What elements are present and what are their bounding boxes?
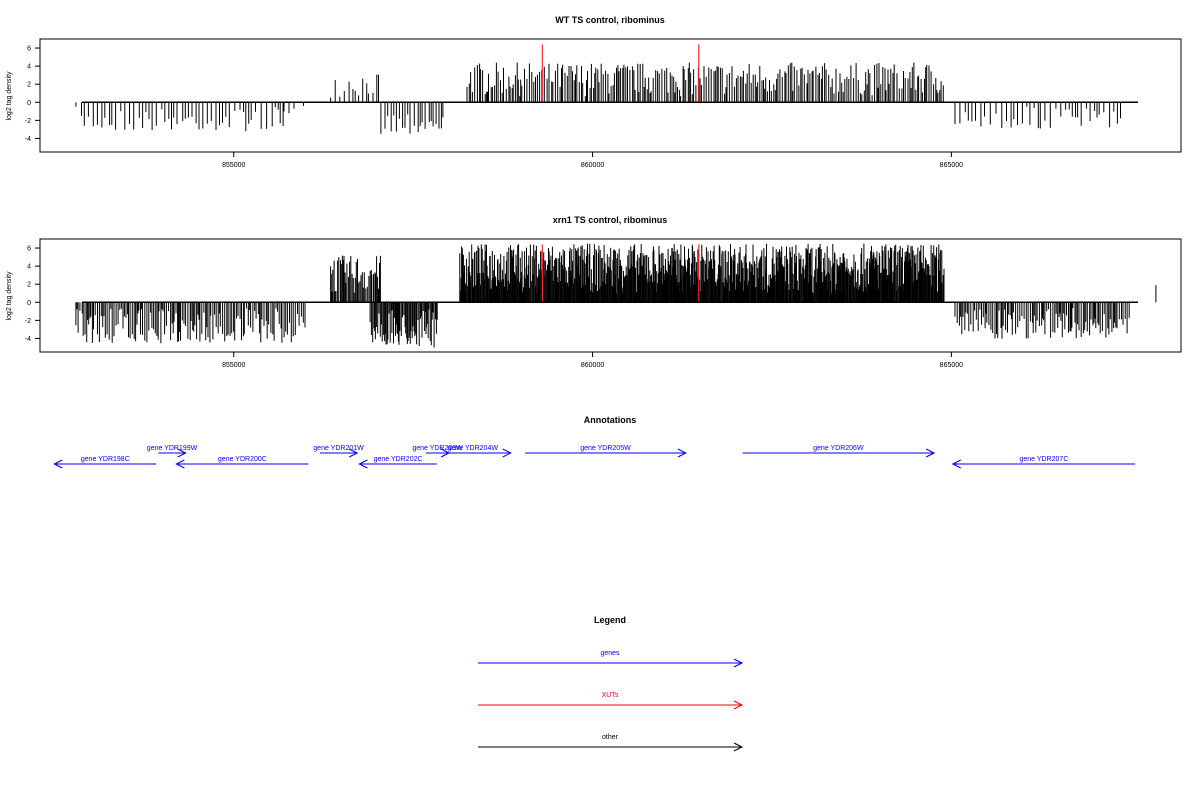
gene-label: gene YDR204W [447,445,498,452]
gene-label: gene YDR206W [813,445,864,452]
annotations-title: Annotations [584,415,637,425]
plot-frame [39,238,1182,353]
x-tick-label: 855000 [222,162,245,169]
legend-items: genes XUTs other [478,650,744,752]
y-axis-label: log2 tag density [6,271,13,321]
legend-item: genes [478,650,744,668]
gene-label: gene YDR199W [147,445,198,452]
y-axis: 6 4 2 0 -2 -4 [25,246,40,343]
legend-label: XUTs [602,692,619,699]
legend-arrow-head [733,742,744,752]
x-tick-label: 865000 [940,162,963,169]
gene-arrow-head [677,448,687,458]
y-tick-label: -4 [25,136,31,143]
y-tick-label: 2 [27,282,31,289]
highlight-bars [541,44,700,103]
gene-arrow-head [358,459,368,469]
y-tick-label: 6 [27,246,31,253]
gene-arrow-head [348,448,359,458]
y-tick-label: -4 [25,336,31,343]
gene-arrow-head [502,448,512,458]
gene-arrow: gene YDR200C [175,456,309,469]
gene-label: gene YDR205W [580,445,631,452]
legend: Legend genes XUTs other [478,615,744,752]
gene-arrow: gene YDR201W [313,445,364,458]
panel-title: WT TS control, ribominus [555,15,665,25]
legend-title: Legend [594,615,626,625]
y-tick-label: 0 [27,100,31,107]
legend-arrow-head [733,658,744,668]
y-tick-label: 6 [27,46,31,53]
plot-frame [39,38,1182,153]
gene-arrow-head [925,448,936,458]
gene-label: gene YDR200C [218,456,267,463]
gene-arrows: gene YDR198C gene YDR199W gene YDR200C gene… [53,445,1136,469]
x-axis: 855000 860000 865000 [222,352,963,369]
gene-arrow-head [951,459,962,469]
highlight-bars [541,244,700,303]
x-tick-label: 855000 [222,362,245,369]
y-axis-label: log2 tag density [6,71,13,121]
legend-item: XUTs [478,692,744,710]
gene-arrow: gene YDR205W [525,445,687,458]
density-bars [75,62,1121,134]
legend-item: other [478,734,744,752]
y-axis: 6 4 2 0 -2 -4 [25,46,40,143]
wt-density-panel: WT TS control, ribominus log2 tag densit… [6,15,1182,169]
y-tick-label: -2 [25,318,31,325]
x-axis: 855000 860000 865000 [222,152,963,169]
x-tick-label: 865000 [940,362,963,369]
legend-arrow-head [733,700,744,710]
y-tick-label: 4 [27,264,31,271]
gene-arrow-head [177,448,187,458]
gene-label: gene YDR201W [313,445,364,452]
density-bars [75,243,1157,348]
legend-label: other [602,734,619,741]
gene-arrow: gene YDR198C [53,456,157,469]
gene-arrow: gene YDR199W [147,445,198,458]
panel-title: xrn1 TS control, ribominus [553,215,668,225]
x-tick-label: 860000 [581,162,604,169]
gene-arrow-head [175,459,185,469]
legend-label: genes [600,650,620,657]
gene-label: gene YDR207C [1019,456,1068,463]
gene-arrow: gene YDR204W [434,445,512,458]
y-tick-label: 2 [27,82,31,89]
y-tick-label: 0 [27,300,31,307]
gene-arrow-head [53,459,63,469]
gene-arrow: gene YDR207C [951,456,1136,469]
xrn1-density-panel: xrn1 TS control, ribominus log2 tag dens… [6,215,1182,369]
y-tick-label: -2 [25,118,31,125]
x-tick-label: 860000 [581,362,604,369]
gene-label: gene YDR198C [81,456,130,463]
gene-label: gene YDR202C [374,456,423,463]
gene-arrow: gene YDR206W [742,445,936,458]
gene-arrow: gene YDR202C [358,456,437,469]
gene-label: gene YDR203W [412,445,463,452]
y-tick-label: 4 [27,64,31,71]
